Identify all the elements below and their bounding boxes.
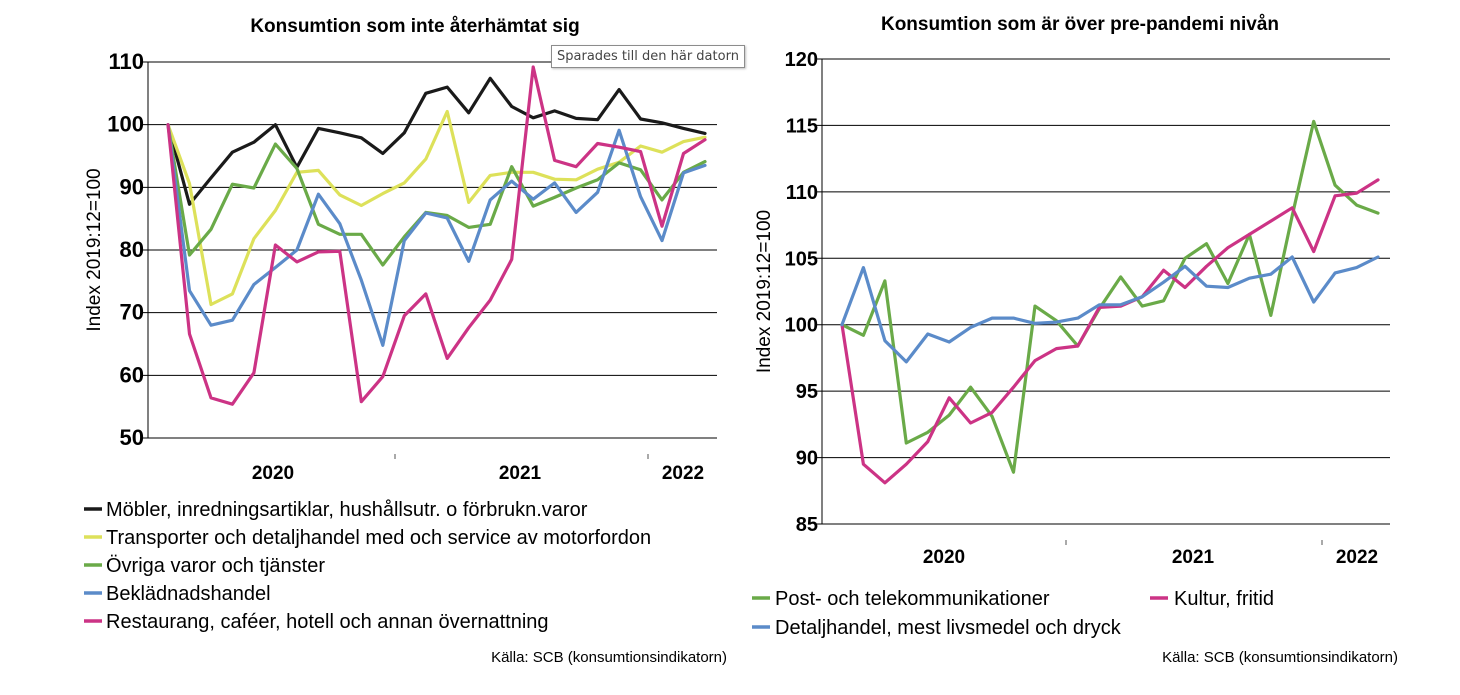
chart2-legend-label-kultur-fritid: Kultur, fritid xyxy=(1174,588,1274,610)
chart1-x-label-2020: 2020 xyxy=(252,463,294,484)
chart1-x-label-2021: 2021 xyxy=(499,463,542,484)
chart1-series-bekladnadshandel xyxy=(166,123,707,347)
chart1-y-tick-label: 50 xyxy=(120,425,144,450)
chart1-y-tick-label: 70 xyxy=(120,300,144,325)
chart2-y-tick-label: 115 xyxy=(786,115,818,137)
chart2-y-tick-label: 90 xyxy=(796,448,818,470)
chart2-source-note: Källa: SCB (konsumtionsindikatorn) xyxy=(1162,649,1398,666)
chart1-x-label-2022: 2022 xyxy=(662,463,704,484)
chart2-x-label-2021: 2021 xyxy=(1172,547,1215,568)
chart2-legend-label-post-och-telekommunikationer: Post- och telekommunikationer xyxy=(775,588,1050,610)
chart2-series-detaljhandel-mest-livsmedel-och-dryck xyxy=(840,255,1380,364)
chart1-y-tick-label: 110 xyxy=(109,49,145,74)
chart1-y-axis-label: Index 2019:12=100 xyxy=(84,168,105,331)
chart1-series-mobler-inredningsartiklar-hushallsutr-o-forbrukn-varor xyxy=(166,76,707,206)
chart1-legend-label-mobler-inredningsartiklar-hushallsutr-o-forbrukn-varor: Möbler, inredningsartiklar, hushållsutr.… xyxy=(106,499,588,521)
chart1-legend-label-restaurang-cafeer-hotell-och-annan-overnattning: Restaurang, caféer, hotell och annan öve… xyxy=(106,611,549,633)
chart1-legend-label-transporter-och-detaljhandel-med-och-service-av-motorfordon: Transporter och detaljhandel med och ser… xyxy=(106,527,651,549)
chart1-y-tick-label: 100 xyxy=(107,112,144,137)
chart1-y-tick-label: 90 xyxy=(120,174,144,199)
chart2-series-post-och-telekommunikationer xyxy=(840,119,1380,474)
chart2-y-tick-label: 100 xyxy=(785,315,818,337)
chart2-y-tick-label: 120 xyxy=(785,49,818,71)
chart2-y-tick-label: 105 xyxy=(785,248,818,270)
chart1-source-note: Källa: SCB (konsumtionsindikatorn) xyxy=(491,649,727,666)
chart2-y-tick-label: 85 xyxy=(796,514,818,536)
chart1-title: Konsumtion som inte återhämtat sig xyxy=(250,16,579,37)
chart2-x-label-2022: 2022 xyxy=(1336,547,1378,568)
chart1-series-transporter-och-detaljhandel-med-och-service-av-motorfordon xyxy=(166,109,707,307)
chart1-legend-label-ovriga-varor-och-tjanster: Övriga varor och tjänster xyxy=(106,555,325,577)
chart1-legend-label-bekladnadshandel: Beklädnadshandel xyxy=(106,583,271,605)
chart2-title: Konsumtion som är över pre-pandemi nivån xyxy=(881,14,1279,35)
chart1-y-tick-label: 80 xyxy=(120,237,144,262)
saved-tooltip: Sparades till den här datorn xyxy=(551,45,745,68)
chart1-y-tick-label: 60 xyxy=(120,362,144,387)
chart2-y-tick-label: 110 xyxy=(786,182,818,204)
chart2-y-axis-label: Index 2019:12=100 xyxy=(754,210,775,373)
chart2-x-label-2020: 2020 xyxy=(923,547,965,568)
chart2-series-kultur-fritid xyxy=(840,178,1380,485)
chart2-y-tick-label: 95 xyxy=(796,381,818,403)
chart2-legend-label-detaljhandel-mest-livsmedel-och-dryck: Detaljhandel, mest livsmedel och dryck xyxy=(775,617,1122,639)
chart1-series-restaurang-cafeer-hotell-och-annan-overnattning xyxy=(166,65,707,406)
